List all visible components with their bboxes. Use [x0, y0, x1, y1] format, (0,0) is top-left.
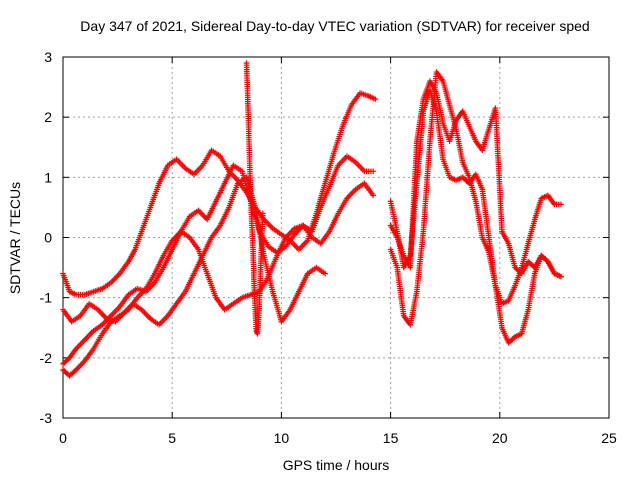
- data-point: [260, 210, 266, 217]
- series-track-4: [60, 174, 328, 328]
- series-track-3: [60, 180, 376, 379]
- data-point: [370, 192, 376, 199]
- chart-title: Day 347 of 2021, Sidereal Day-to-day VTE…: [80, 18, 589, 34]
- data-point: [558, 201, 564, 208]
- y-tick-label: -2: [40, 350, 53, 366]
- y-tick-label: 0: [44, 230, 52, 246]
- x-tick-label: 15: [383, 430, 399, 446]
- x-tick-labels: 0 5 10 15 20 25: [59, 430, 617, 446]
- series-track-5: [387, 78, 564, 280]
- data-point: [370, 168, 376, 175]
- data-point: [558, 273, 564, 280]
- y-tick-label: 2: [44, 109, 52, 125]
- x-tick-label: 10: [274, 430, 290, 446]
- x-tick-label: 25: [601, 430, 617, 446]
- series-track-2: [60, 153, 376, 367]
- x-tick-label: 0: [59, 430, 67, 446]
- axis-ticks: [62, 56, 610, 419]
- series-track-7: [387, 69, 564, 346]
- x-tick-label: 20: [492, 430, 508, 446]
- data-points: [60, 60, 564, 379]
- series-track-6: [387, 87, 564, 307]
- y-tick-label: -3: [40, 410, 53, 426]
- data-point: [372, 96, 379, 102]
- x-axis-label: GPS time / hours: [283, 457, 390, 473]
- y-tick-label: 3: [44, 49, 52, 65]
- series-spikes: [243, 60, 266, 337]
- x-tick-label: 5: [168, 430, 176, 446]
- y-tick-label: 1: [44, 169, 52, 185]
- y-tick-label: -1: [40, 290, 53, 306]
- grid-lines: [63, 57, 609, 418]
- y-axis-label: SDTVAR / TECUs: [7, 182, 23, 294]
- y-tick-labels: -3 -2 -1 0 1 2 3: [40, 49, 53, 426]
- data-point: [322, 270, 328, 277]
